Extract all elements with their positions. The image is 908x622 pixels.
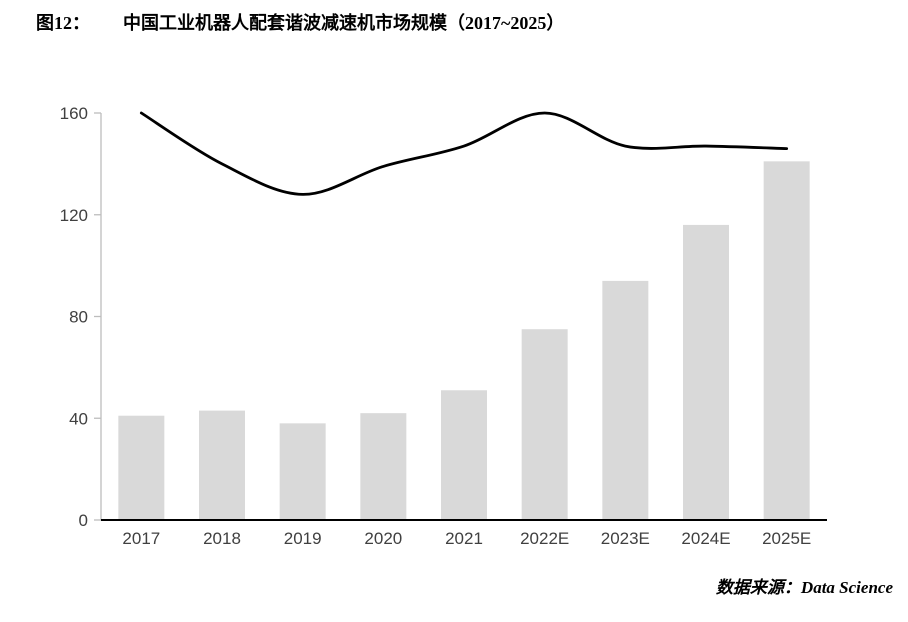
y-tick-label: 160 (60, 104, 88, 123)
trend-line (139, 111, 789, 196)
bar-2020 (360, 413, 407, 520)
x-tick-label-2018: 2018 (203, 529, 241, 548)
x-tick-label-2024E: 2024E (681, 529, 730, 548)
bar-2025E (763, 161, 810, 521)
x-tick-label-2022E: 2022E (520, 529, 569, 548)
bar-2017 (118, 415, 165, 520)
figure-title: 中国工业机器人配套谐波减速机市场规模（2017~2025） (123, 13, 565, 33)
bar-2024E (683, 224, 729, 521)
figure-header: 图12： 中国工业机器人配套谐波减速机市场规模（2017~2025） (36, 9, 564, 35)
bar-2023E (602, 280, 649, 520)
y-tick-label: 0 (79, 511, 88, 530)
x-tick-label-2019: 2019 (284, 529, 322, 548)
figure-number-label: 图12： (36, 13, 90, 33)
data-source-note: 数据来源：Data Science (716, 573, 893, 598)
bar-2019 (279, 423, 326, 520)
x-tick-label-2017: 2017 (122, 529, 160, 548)
bar-2022E (521, 329, 568, 520)
y-tick-label: 80 (69, 308, 88, 327)
x-tick-label-2023E: 2023E (601, 529, 650, 548)
y-tick-label: 40 (69, 409, 88, 428)
x-tick-label-2020: 2020 (364, 529, 402, 548)
bar-2021 (441, 390, 487, 520)
x-tick-label-2025E: 2025E (762, 529, 811, 548)
y-tick-label: 120 (60, 206, 88, 225)
x-tick-label-2021: 2021 (445, 529, 483, 548)
bar-2018 (199, 410, 245, 520)
data-source-text: 数据来源：Data Science (715, 578, 893, 597)
